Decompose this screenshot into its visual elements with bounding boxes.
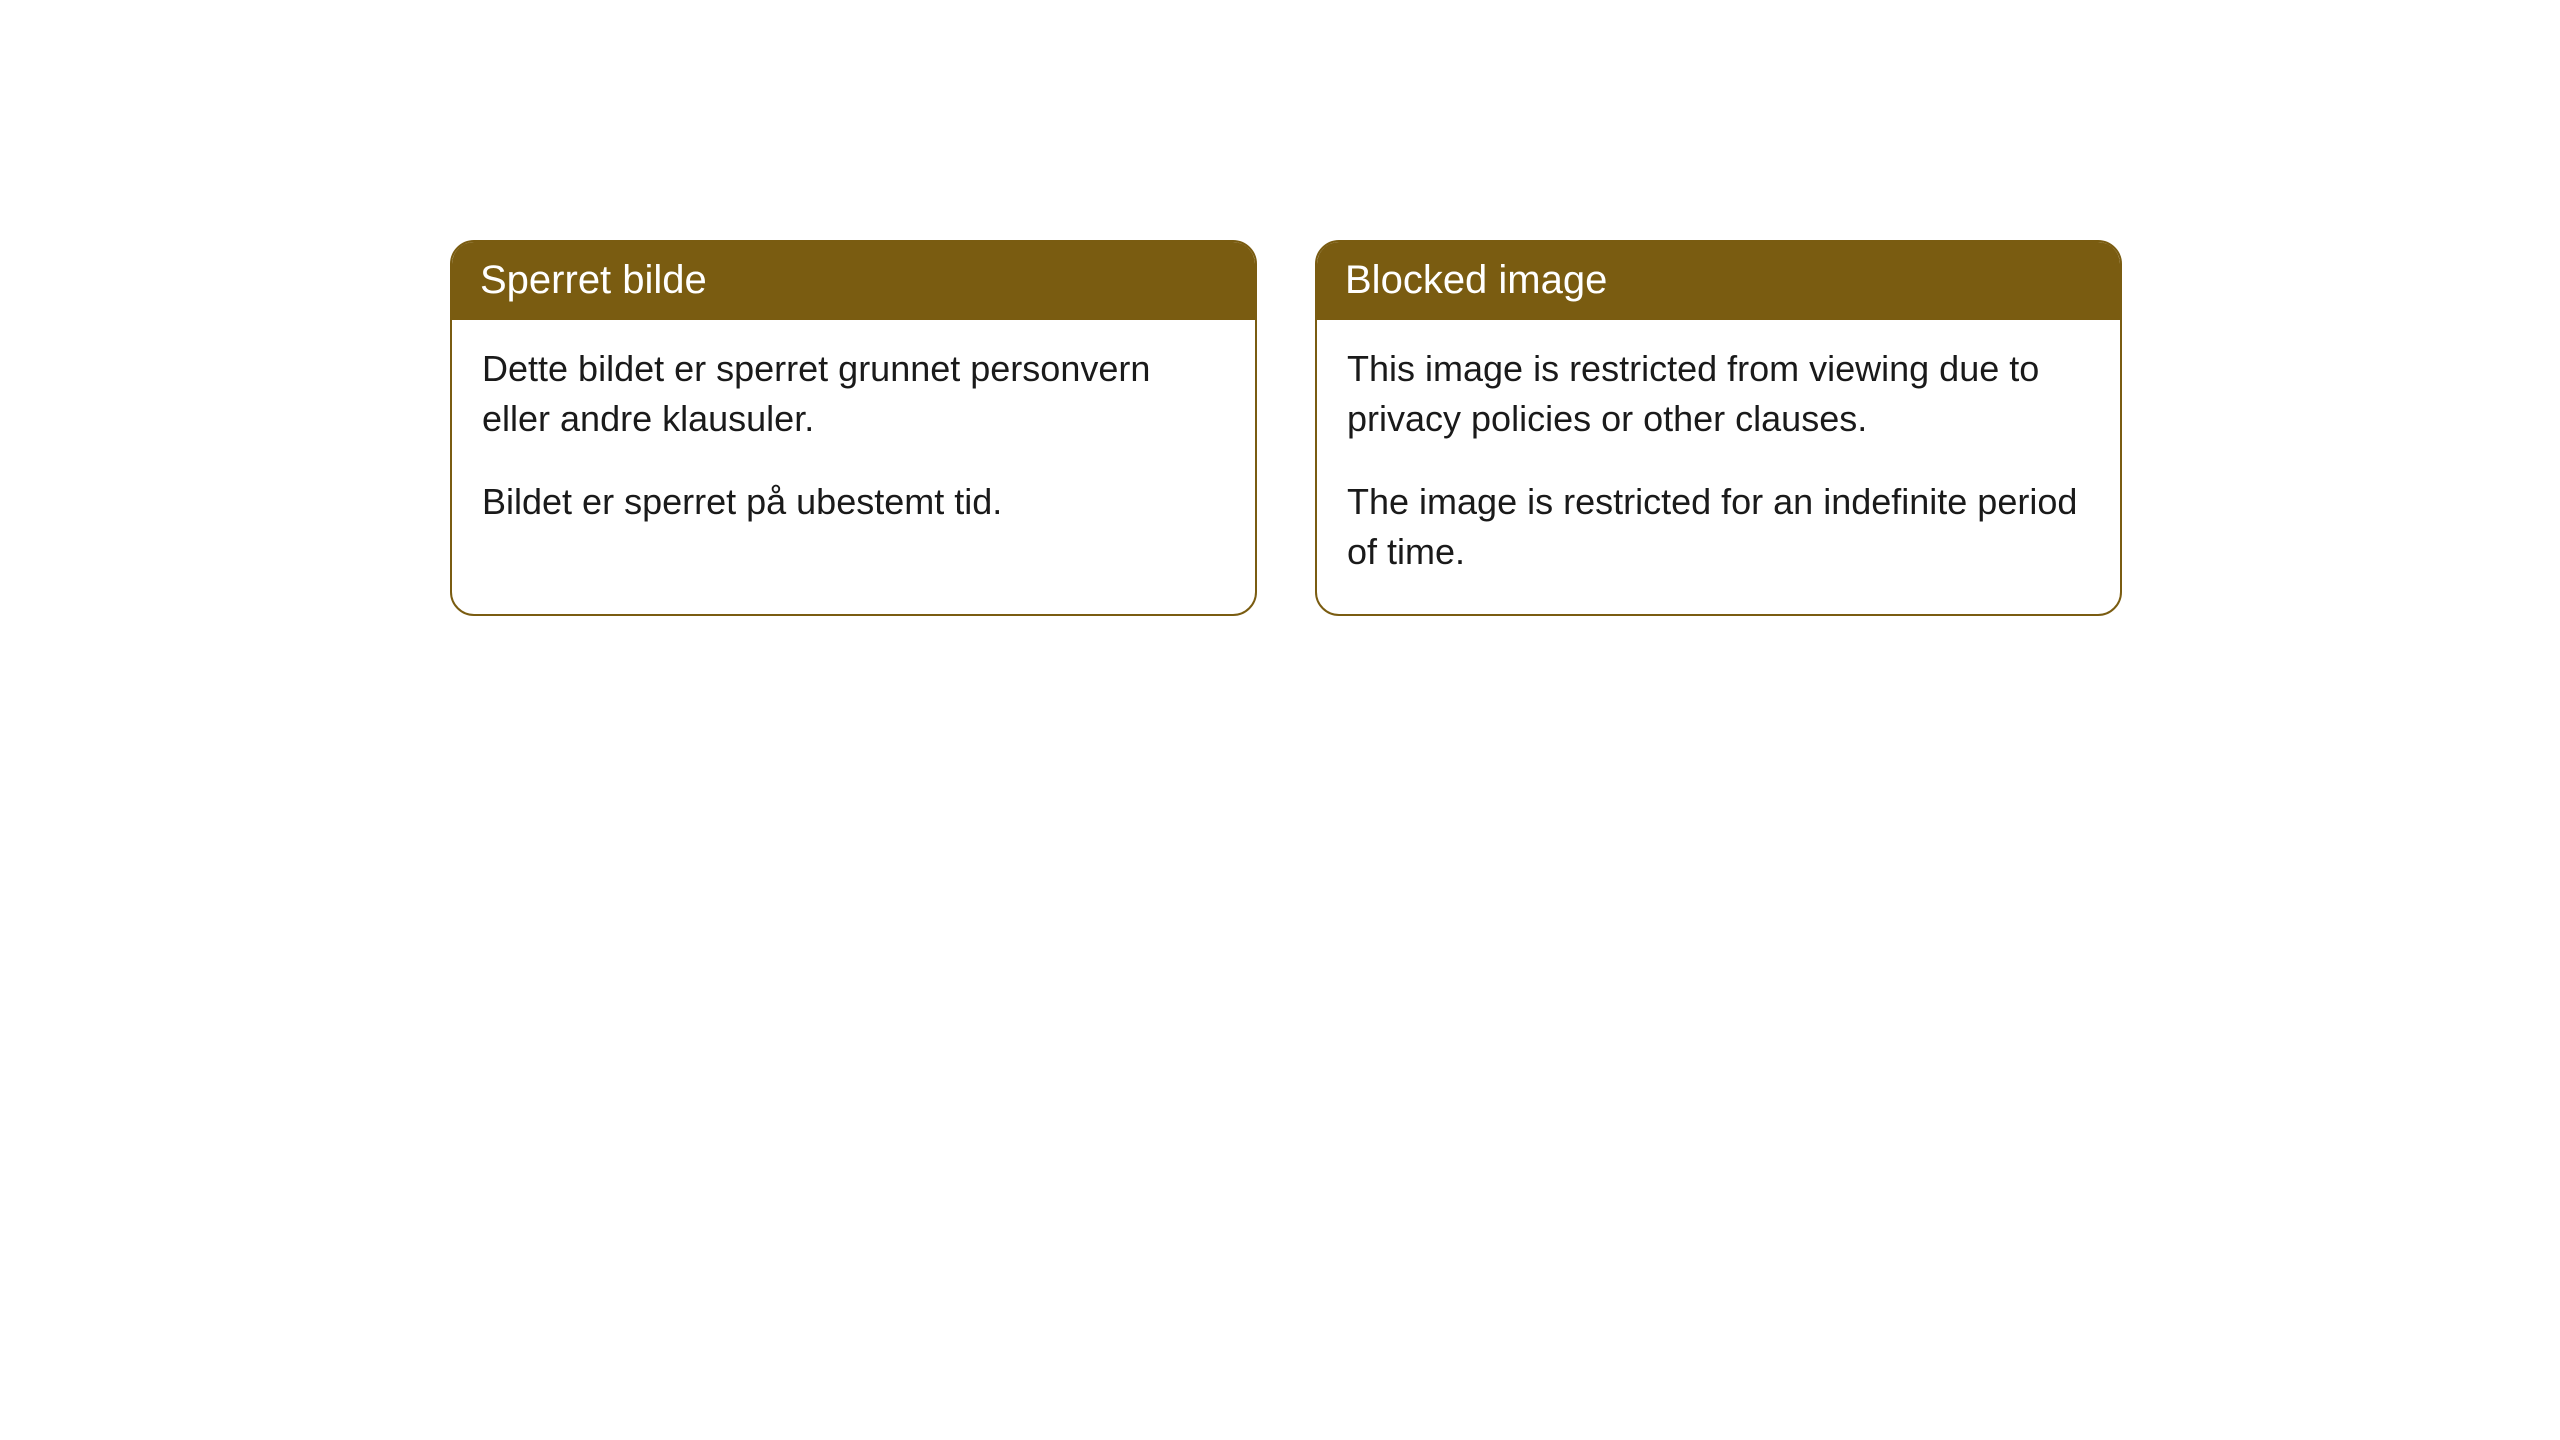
card-header: Blocked image xyxy=(1317,242,2120,320)
card-paragraph: Bildet er sperret på ubestemt tid. xyxy=(482,477,1225,527)
card-body: This image is restricted from viewing du… xyxy=(1317,320,2120,614)
card-paragraph: Dette bildet er sperret grunnet personve… xyxy=(482,344,1225,445)
blocked-image-card-english: Blocked image This image is restricted f… xyxy=(1315,240,2122,616)
card-body: Dette bildet er sperret grunnet personve… xyxy=(452,320,1255,563)
card-title: Sperret bilde xyxy=(480,258,707,302)
notice-cards-container: Sperret bilde Dette bildet er sperret gr… xyxy=(450,240,2122,616)
card-header: Sperret bilde xyxy=(452,242,1255,320)
blocked-image-card-norwegian: Sperret bilde Dette bildet er sperret gr… xyxy=(450,240,1257,616)
card-paragraph: The image is restricted for an indefinit… xyxy=(1347,477,2090,578)
card-paragraph: This image is restricted from viewing du… xyxy=(1347,344,2090,445)
card-title: Blocked image xyxy=(1345,258,1607,302)
